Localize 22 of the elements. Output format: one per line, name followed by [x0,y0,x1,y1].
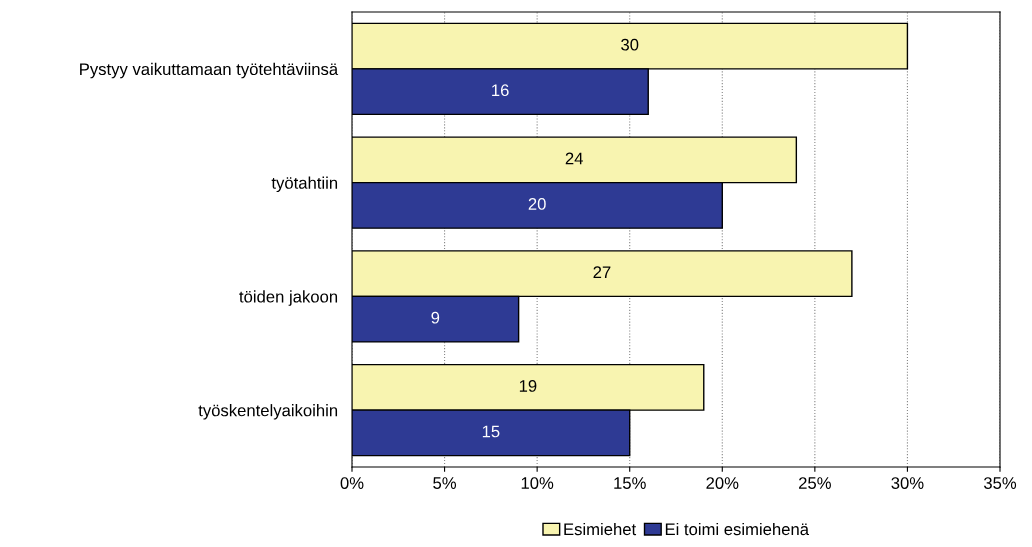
y-tick-label: töiden jakoon [239,290,338,306]
x-tick-label: 10% [521,477,554,489]
data-label: 16 [492,84,509,97]
data-label: 20 [528,198,546,210]
x-tick-label: 5% [433,477,457,489]
data-label: 30 [621,38,639,51]
x-tick-label: 35% [983,477,1017,489]
data-label: 24 [565,152,583,165]
y-tick-label: työtahtiin [271,176,338,193]
x-tick-label: 25% [799,477,831,489]
y-tick-label: Pystyy vaikuttamaan työtehtäviinsä [80,62,339,79]
legend-label: Esimiehet [564,522,637,536]
data-label: 15 [482,425,500,438]
data-label: 19 [519,380,537,392]
legend-label: Ei toimi esimiehenä [665,522,810,536]
y-tick-label: työskentelyaikoihin [198,404,338,420]
x-tick-label: 20% [706,477,739,489]
data-label: 9 [431,311,440,324]
data-label: 27 [593,266,611,278]
x-tick-label: 15% [614,477,646,489]
x-tick-label: 30% [891,477,924,489]
x-tick-label: 0% [340,477,364,489]
